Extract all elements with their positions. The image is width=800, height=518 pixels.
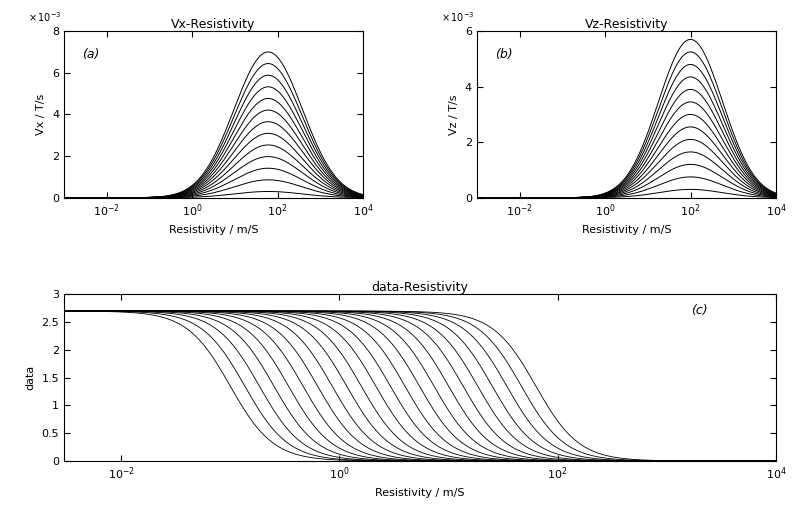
Y-axis label: data: data bbox=[26, 365, 36, 391]
X-axis label: Resistivity / m/S: Resistivity / m/S bbox=[582, 225, 671, 235]
Text: (c): (c) bbox=[690, 305, 707, 318]
Y-axis label: Vx / T/s: Vx / T/s bbox=[37, 94, 46, 135]
Title: Vx-Resistivity: Vx-Resistivity bbox=[171, 18, 256, 31]
Y-axis label: Vz / T/s: Vz / T/s bbox=[450, 94, 459, 135]
Text: (a): (a) bbox=[82, 48, 99, 61]
Text: $\times\,10^{-3}$: $\times\,10^{-3}$ bbox=[441, 10, 474, 24]
X-axis label: Resistivity / m/S: Resistivity / m/S bbox=[169, 225, 258, 235]
Text: $\times\,10^{-3}$: $\times\,10^{-3}$ bbox=[28, 10, 62, 24]
Title: data-Resistivity: data-Resistivity bbox=[371, 281, 469, 294]
X-axis label: Resistivity / m/S: Resistivity / m/S bbox=[375, 488, 465, 498]
Title: Vz-Resistivity: Vz-Resistivity bbox=[585, 18, 668, 31]
Text: (b): (b) bbox=[494, 48, 513, 61]
